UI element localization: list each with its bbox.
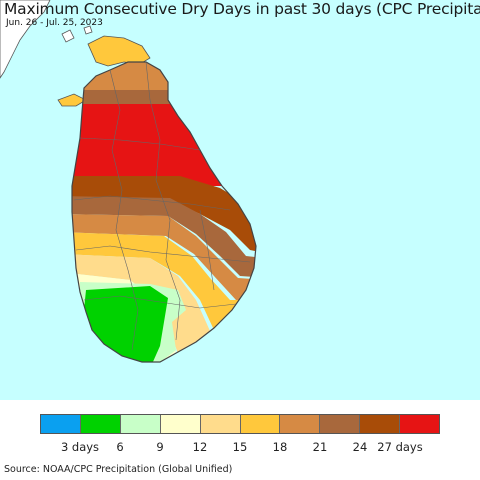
map-area: Maximum Consecutive Dry Days in past 30 … [0, 0, 480, 400]
jaffna-peninsula [87, 35, 151, 67]
legend-swatch [120, 415, 161, 433]
legend-label: 9 [156, 440, 164, 454]
legend-swatch [320, 415, 361, 433]
dry-day-zone [72, 232, 256, 330]
legend-swatch [240, 415, 281, 433]
mannar-island [57, 93, 87, 107]
dry-day-zone [84, 286, 168, 362]
dry-day-zone [72, 104, 256, 186]
dry-day-zone [72, 196, 256, 280]
legend-label: 12 [192, 440, 208, 454]
legend-swatch [41, 415, 81, 433]
legend-label: 15 [232, 440, 248, 454]
legend-swatch [280, 415, 321, 433]
northern-islands [61, 25, 93, 43]
legend-label: 24 [352, 440, 368, 454]
sri-lanka-map [0, 0, 257, 363]
legend-labels: 3 days 6 9 12 15 18 21 24 27 days [0, 440, 480, 454]
india-landmass [0, 0, 51, 79]
dry-day-zone [72, 90, 200, 104]
legend-swatch [360, 415, 401, 433]
map-title: Maximum Consecutive Dry Days in past 30 … [4, 0, 480, 18]
legend-label: 18 [272, 440, 288, 454]
source-note: Source: NOAA/CPC Precipitation (Global U… [4, 464, 233, 475]
dry-day-zone [72, 214, 256, 300]
legend-swatch [80, 415, 121, 433]
dry-day-zones [72, 62, 256, 362]
legend-label: 6 [116, 440, 124, 454]
legend-swatch [400, 415, 440, 433]
legend-label: 21 [312, 440, 328, 454]
legend-label: 27 days [377, 440, 423, 454]
legend-colorbar [40, 414, 440, 434]
legend-swatch [160, 415, 201, 433]
legend-label: 3 days [60, 440, 100, 454]
dry-day-zone [72, 254, 214, 360]
date-range: Jun. 26 - Jul. 25, 2023 [6, 18, 103, 28]
legend-swatch [200, 415, 241, 433]
district-boundaries [73, 62, 251, 351]
